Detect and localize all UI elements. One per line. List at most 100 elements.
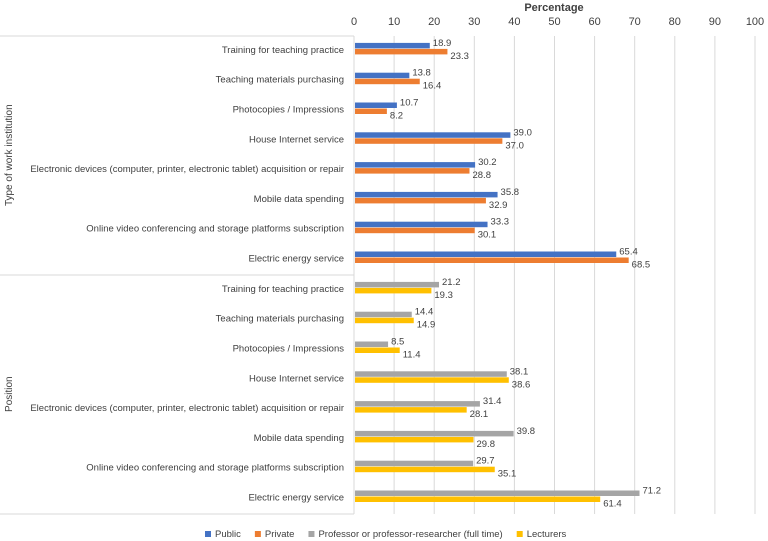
bar-private	[355, 168, 470, 174]
bar-private	[355, 257, 629, 263]
bar-lecturers	[355, 496, 601, 502]
bar-professor-or-professor-researcher-full-time-	[355, 490, 640, 496]
bar-lecturers	[355, 407, 467, 413]
bar-professor-or-professor-researcher-full-time-	[355, 311, 412, 318]
legend-label: Public	[215, 529, 241, 540]
bar-public	[355, 221, 488, 228]
x-tick-label: 30	[468, 16, 480, 28]
category-label: Mobile data spending	[254, 433, 344, 444]
legend-label: Private	[265, 529, 295, 540]
bar-professor-or-professor-researcher-full-time-	[355, 371, 507, 377]
data-label: 30.1	[478, 230, 497, 241]
bar-private	[355, 78, 420, 85]
bar-lecturers	[355, 317, 414, 324]
data-label: 30.2	[478, 157, 497, 168]
group-label: Type of work institution	[4, 104, 15, 206]
category-label: Mobile data spending	[254, 194, 344, 205]
data-label: 35.1	[498, 469, 516, 480]
data-label: 28.8	[472, 170, 491, 181]
data-label: 39.8	[517, 426, 536, 437]
data-label: 14.4	[415, 307, 434, 318]
bar-private	[355, 138, 503, 144]
data-label: 10.7	[400, 98, 419, 109]
x-tick-label: 0	[351, 16, 357, 28]
data-label: 33.3	[491, 217, 510, 228]
data-label: 65.4	[619, 247, 638, 258]
data-label: 35.8	[501, 187, 519, 198]
x-tick-label: 10	[388, 16, 400, 28]
x-tick-label: 20	[428, 16, 440, 28]
x-axis-title: Percentage	[524, 2, 583, 14]
x-tick-label: 90	[709, 16, 721, 28]
bar-public	[355, 132, 511, 138]
data-label: 39.0	[513, 127, 532, 138]
data-label: 21.2	[442, 277, 461, 288]
data-label: 32.9	[489, 200, 508, 211]
category-label: House Internet service	[249, 373, 344, 384]
data-label: 16.4	[423, 81, 442, 92]
bar-public	[355, 72, 410, 79]
category-label: Photocopies / Impressions	[233, 105, 345, 116]
data-label: 61.4	[603, 499, 622, 510]
category-label: Online video conferencing and storage pl…	[86, 224, 344, 235]
data-label: 71.2	[643, 486, 662, 497]
bar-lecturers	[355, 377, 509, 383]
data-label: 19.3	[434, 290, 453, 301]
x-tick-label: 70	[629, 16, 641, 28]
bar-private	[355, 48, 448, 55]
category-label: Online video conferencing and storage pl…	[86, 463, 344, 474]
data-label: 29.8	[476, 439, 495, 450]
category-label: Electronic devices (computer, printer, e…	[30, 403, 344, 414]
bar-lecturers	[355, 287, 432, 294]
bar-professor-or-professor-researcher-full-time-	[355, 401, 480, 407]
category-label: Training for teaching practice	[222, 45, 344, 56]
data-label: 14.9	[417, 320, 436, 331]
x-tick-label: 80	[669, 16, 681, 28]
bar-professor-or-professor-researcher-full-time-	[355, 460, 474, 467]
bar-professor-or-professor-researcher-full-time-	[355, 430, 514, 437]
bar-professor-or-professor-researcher-full-time-	[355, 341, 389, 347]
bar-private	[355, 227, 475, 234]
data-label: 68.5	[632, 260, 651, 271]
legend-label: Lecturers	[527, 529, 567, 540]
category-label: House Internet service	[249, 134, 344, 145]
x-tick-label: 50	[548, 16, 560, 28]
group-label: Position	[4, 376, 15, 412]
bar-private	[355, 197, 486, 204]
category-label: Photocopies / Impressions	[233, 344, 345, 355]
data-label: 13.8	[412, 68, 431, 79]
bar-public	[355, 251, 617, 257]
x-tick-label: 60	[588, 16, 600, 28]
bar-professor-or-professor-researcher-full-time-	[355, 281, 440, 288]
x-tick-label: 40	[508, 16, 520, 28]
data-label: 18.9	[433, 38, 452, 49]
bar-private	[355, 108, 387, 114]
category-label: Electric energy service	[248, 254, 344, 265]
data-label: 11.4	[403, 350, 421, 361]
data-label: 38.6	[512, 379, 531, 390]
data-label: 29.7	[476, 456, 495, 467]
legend-swatch	[254, 531, 261, 537]
legend-swatch	[308, 531, 315, 537]
bar-lecturers	[355, 466, 495, 473]
legend-label: Professor or professor-researcher (full …	[318, 529, 502, 540]
x-tick-label: 100	[746, 16, 764, 28]
bar-public	[355, 162, 476, 168]
legend-swatch	[205, 531, 211, 537]
legend-swatch	[516, 531, 523, 537]
data-label: 8.5	[391, 337, 404, 348]
data-label: 28.1	[470, 409, 489, 420]
data-label: 8.2	[390, 111, 403, 122]
bar-lecturers	[355, 436, 474, 443]
data-label: 37.0	[505, 140, 524, 151]
category-label: Training for teaching practice	[222, 284, 344, 295]
category-label: Electric energy service	[248, 493, 344, 504]
category-label: Teaching materials purchasing	[216, 75, 344, 86]
bar-public	[355, 42, 430, 49]
data-label: 23.3	[450, 51, 469, 62]
category-label: Teaching materials purchasing	[216, 314, 344, 325]
bar-public	[355, 191, 498, 198]
data-label: 31.4	[483, 396, 502, 407]
data-label: 38.1	[510, 366, 529, 377]
